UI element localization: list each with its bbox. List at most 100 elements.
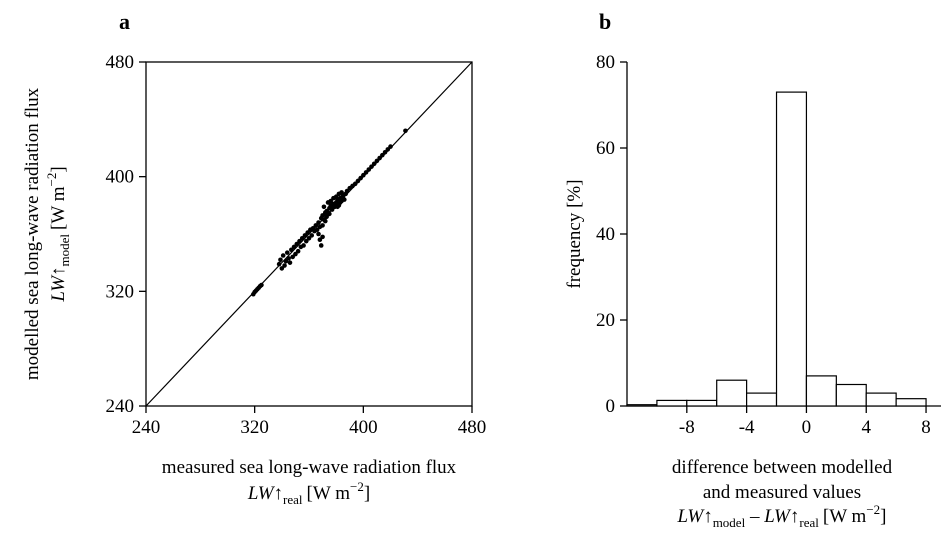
histogram-bar: [716, 379, 748, 407]
x-axis-title-line-1: difference between modelled: [672, 457, 893, 478]
x-formula-unit-exponent: −2: [350, 479, 364, 494]
x-axis-formula: LW↑model – LW↑real [W m−2]: [676, 502, 886, 529]
scatter-point: [324, 214, 329, 220]
b-formula-subscript-real: real: [799, 515, 819, 529]
scatter-point: [369, 164, 374, 169]
scatter-point: [299, 236, 305, 241]
b-formula-unit-suffix: ]: [880, 506, 886, 527]
scatter-point: [282, 263, 287, 268]
scatter-point: [363, 170, 369, 175]
scatter-point: [279, 266, 285, 271]
scatter-point: [301, 243, 306, 248]
y-tick-label: 80: [596, 52, 615, 73]
y-tick-label: 400: [106, 167, 135, 188]
scatter-point: [280, 253, 286, 258]
b-formula-minus: –: [745, 506, 764, 527]
scatter-plot-frame: [145, 61, 473, 407]
scatter-point: [335, 204, 340, 210]
panel-label-a: a: [119, 9, 130, 34]
y-formula-arrow: ↑: [48, 266, 69, 276]
y-tick-label: 480: [106, 52, 135, 73]
scatter-point: [320, 223, 325, 228]
b-formula-arrow-2: ↑: [790, 506, 800, 527]
scatter-point: [295, 248, 301, 254]
b-formula-symbol-1: LW: [676, 506, 705, 527]
y-axis-ticks: 240 320 400 480: [106, 52, 146, 417]
scatter-point: [305, 230, 310, 235]
histogram-bar: [775, 91, 808, 407]
x-formula-subscript: real: [283, 492, 303, 507]
x-tick-label: 320: [240, 417, 269, 438]
y-tick-label: 240: [106, 396, 135, 417]
y-tick-label: 0: [606, 396, 616, 417]
scatter-point: [289, 247, 294, 253]
scatter-point: [320, 213, 325, 218]
histogram-bar: [626, 404, 658, 407]
scatter-point: [291, 244, 297, 250]
scatter-point: [337, 200, 343, 205]
x-axis-ticks: -8 -4 0 4 8: [679, 406, 931, 438]
scatter-points: [251, 128, 408, 297]
scatter-point: [377, 155, 382, 161]
x-tick-label: 240: [132, 417, 161, 438]
x-formula-unit-suffix: ]: [364, 483, 370, 504]
scatter-point: [333, 194, 339, 200]
histogram-bar: [656, 399, 688, 407]
scatter-point: [328, 198, 334, 204]
scatter-point: [303, 238, 309, 244]
scatter-point: [327, 211, 332, 217]
y-axis-ticks: 0 20 40 60 80: [596, 52, 627, 417]
scatter-point: [340, 195, 346, 201]
scatter-point: [352, 181, 358, 187]
scatter-point: [329, 205, 335, 211]
scatter-point: [339, 190, 344, 195]
scatter-point: [344, 188, 350, 194]
scatter-point: [316, 231, 321, 237]
scatter-point: [287, 260, 293, 265]
x-formula-unit-prefix: [W m: [307, 483, 351, 504]
scatter-point: [361, 172, 366, 178]
y-axis-title: frequency [%]: [564, 179, 585, 288]
scatter-point: [302, 233, 308, 238]
scatter-point: [374, 158, 380, 164]
b-formula-arrow-1: ↑: [703, 506, 713, 527]
scatter-point: [316, 220, 321, 225]
scatter-point: [403, 128, 408, 134]
scatter-point: [320, 234, 325, 240]
histogram-panel: b -8 -4 0 4 8 0 20 40 60 80 difference between m…: [564, 9, 941, 530]
x-tick-label: -8: [679, 417, 695, 438]
x-axis-ticks: 240 320 400 480: [132, 406, 487, 438]
x-tick-label: 0: [802, 417, 812, 438]
y-tick-label: 40: [596, 224, 615, 245]
b-formula-symbol-2: LW: [763, 506, 792, 527]
scatter-point: [366, 167, 372, 172]
x-formula-arrow: ↑: [274, 483, 284, 504]
scatter-point: [355, 178, 361, 184]
panel-label-b: b: [599, 9, 611, 34]
scatter-point: [318, 243, 324, 248]
histogram-bar: [686, 399, 718, 407]
x-tick-label: -4: [739, 417, 755, 438]
y-formula-unit-suffix: ]: [48, 166, 69, 172]
scatter-point: [276, 261, 282, 267]
scatter-panel: a 240 320 400 480 240 320 400 480 measured sea…: [22, 9, 486, 507]
scatter-point: [380, 152, 385, 158]
x-axis-title-line-2: and measured values: [703, 482, 861, 503]
scatter-point: [323, 218, 328, 224]
x-axis-title: measured sea long-wave radiation flux: [162, 457, 457, 478]
y-tick-label: 60: [596, 138, 615, 159]
y-tick-label: 320: [106, 281, 135, 302]
y-formula-subscript: model: [57, 234, 72, 267]
y-formula-symbol: LW: [48, 274, 69, 303]
x-axis-formula: LW↑real [W m−2]: [247, 479, 370, 507]
histogram-bar: [835, 383, 867, 407]
y-formula-unit-exponent: −2: [44, 173, 59, 187]
x-tick-label: 4: [861, 417, 871, 438]
x-tick-label: 400: [349, 417, 378, 438]
x-tick-label: 480: [458, 417, 487, 438]
scatter-point: [283, 258, 289, 264]
scatter-point: [294, 241, 300, 247]
scatter-point: [297, 238, 302, 244]
scatter-point: [259, 282, 264, 288]
